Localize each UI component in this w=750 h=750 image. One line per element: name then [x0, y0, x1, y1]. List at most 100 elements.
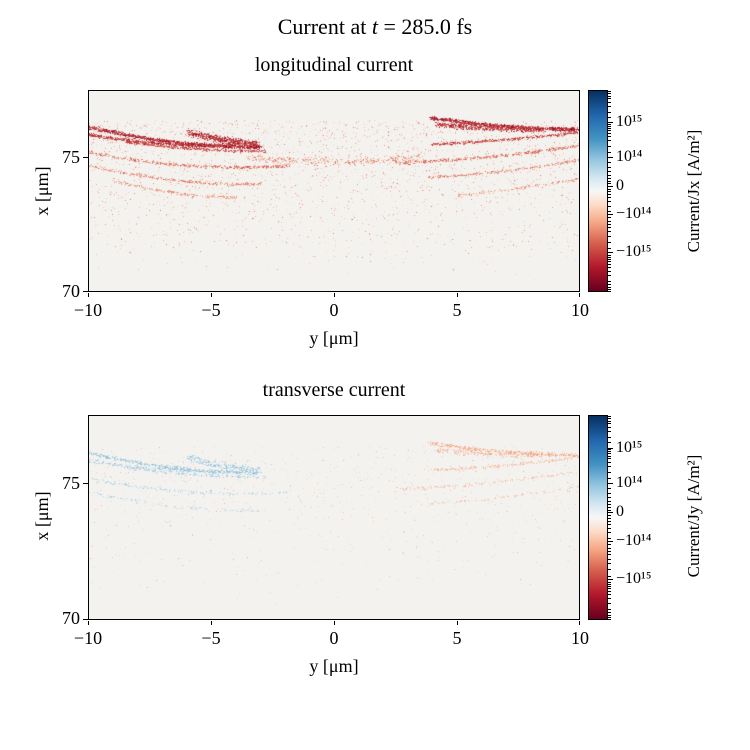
colorbar-minor-tick	[608, 478, 611, 479]
colorbar-minor-tick	[608, 175, 611, 176]
figure-title-variable: t	[371, 14, 378, 39]
colorbar-longitudinal	[588, 90, 608, 292]
figure-title-suffix: = 285.0 fs	[377, 14, 473, 39]
colorbar-minor-tick	[608, 162, 611, 163]
colorbar-minor-tick	[608, 201, 611, 202]
colorbar-minor-tick	[608, 544, 611, 545]
colorbar-minor-tick	[608, 619, 611, 620]
colorbar-major-tick	[608, 512, 613, 513]
colorbar-minor-tick	[608, 191, 611, 192]
colorbar-minor-tick	[608, 264, 611, 265]
colorbar-minor-tick	[608, 449, 611, 450]
subplot-title-transverse: transverse current	[262, 379, 406, 401]
colorbar-minor-tick	[608, 189, 611, 190]
colorbar-minor-tick	[608, 538, 611, 539]
tick-mark	[88, 621, 89, 625]
colorbar-minor-tick	[608, 259, 611, 260]
colorbar-major-tick	[608, 579, 613, 580]
colorbar-minor-tick	[608, 152, 611, 153]
colorbar-minor-tick	[608, 528, 611, 529]
colorbar-minor-tick	[608, 615, 611, 616]
axes-longitudinal	[88, 90, 580, 292]
colorbar-minor-tick	[608, 466, 611, 467]
colorbar-minor-tick	[608, 275, 611, 276]
colorbar-minor-tick	[608, 146, 611, 147]
colorbar-minor-tick	[608, 257, 611, 258]
colorbar-minor-tick	[608, 248, 611, 249]
colorbar-minor-tick	[608, 524, 611, 525]
y-tick-label: 75	[62, 473, 80, 493]
colorbar-minor-tick	[608, 112, 611, 113]
colorbar-minor-tick	[608, 130, 611, 131]
colorbar-minor-tick	[608, 586, 611, 587]
colorbar-minor-tick	[608, 181, 611, 182]
colorbar-major-tick	[608, 186, 613, 187]
colorbar-minor-tick	[608, 612, 611, 613]
colorbar-minor-tick	[608, 211, 611, 212]
axes-transverse	[88, 415, 580, 620]
colorbar-minor-tick	[608, 584, 611, 585]
x-axis-label-longitudinal: y [μm]	[309, 328, 359, 348]
tick-mark	[83, 619, 88, 620]
colorbar-minor-tick	[608, 126, 611, 127]
x-tick-label: 5	[452, 628, 462, 648]
colorbar-minor-tick	[608, 128, 611, 129]
tick-mark	[83, 157, 88, 158]
colorbar-minor-tick	[608, 133, 611, 134]
tick-mark	[88, 293, 89, 297]
tick-mark	[457, 293, 458, 297]
colorbar-minor-tick	[608, 102, 611, 103]
colorbar-minor-tick	[608, 124, 611, 125]
colorbar-minor-tick	[608, 594, 611, 595]
colorbar-transverse	[588, 415, 608, 620]
colorbar-minor-tick	[608, 431, 611, 432]
tick-mark	[457, 621, 458, 625]
colorbar-minor-tick	[608, 518, 611, 519]
colorbar-minor-tick	[608, 106, 611, 107]
colorbar-minor-tick	[608, 287, 611, 288]
colorbar-minor-tick	[608, 548, 611, 549]
x-axis-label-transverse: y [μm]	[309, 656, 359, 676]
colorbar-minor-tick	[608, 588, 611, 589]
colorbar-minor-tick	[608, 497, 611, 498]
colorbar-minor-tick	[608, 117, 611, 118]
colorbar-minor-tick	[608, 416, 611, 417]
transverse-heatmap-canvas	[89, 416, 579, 619]
colorbar-minor-tick	[608, 231, 611, 232]
colorbar-minor-tick	[608, 217, 611, 218]
colorbar-minor-tick	[608, 510, 611, 511]
colorbar-minor-tick	[608, 178, 611, 179]
colorbar-minor-tick	[608, 458, 611, 459]
colorbar-minor-tick	[608, 591, 611, 592]
colorbar-minor-tick	[608, 194, 611, 195]
colorbar-minor-tick	[608, 183, 611, 184]
colorbar-minor-tick	[608, 472, 611, 473]
x-tick-label: 10	[571, 628, 589, 648]
colorbar-major-tick	[608, 448, 613, 449]
colorbar-minor-tick	[608, 598, 611, 599]
colorbar-minor-tick	[608, 236, 611, 237]
tick-mark	[579, 621, 580, 625]
colorbar-tick-label: 10¹⁴	[616, 474, 643, 491]
x-tick-label: −5	[201, 300, 221, 320]
colorbar-minor-tick	[608, 227, 611, 228]
colorbar-minor-tick	[608, 453, 611, 454]
colorbar-major-tick	[608, 252, 613, 253]
colorbar-minor-tick	[608, 451, 611, 452]
figure-title-prefix: Current at	[277, 14, 372, 39]
x-tick-label: −5	[201, 628, 221, 648]
colorbar-minor-tick	[608, 551, 611, 552]
subplot-title-longitudinal: longitudinal current	[254, 54, 414, 76]
colorbar-ticks	[608, 90, 614, 292]
colorbar-major-tick	[608, 541, 613, 542]
colorbar-minor-tick	[608, 206, 611, 207]
colorbar-minor-tick	[608, 96, 611, 97]
colorbar-minor-tick	[608, 91, 611, 92]
colorbar-minor-tick	[608, 167, 611, 168]
colorbar-minor-tick	[608, 521, 611, 522]
longitudinal-heatmap-canvas	[89, 91, 579, 291]
y-tick-label: 70	[62, 281, 80, 301]
colorbar-minor-tick	[608, 554, 611, 555]
colorbar-minor-tick	[608, 93, 611, 94]
